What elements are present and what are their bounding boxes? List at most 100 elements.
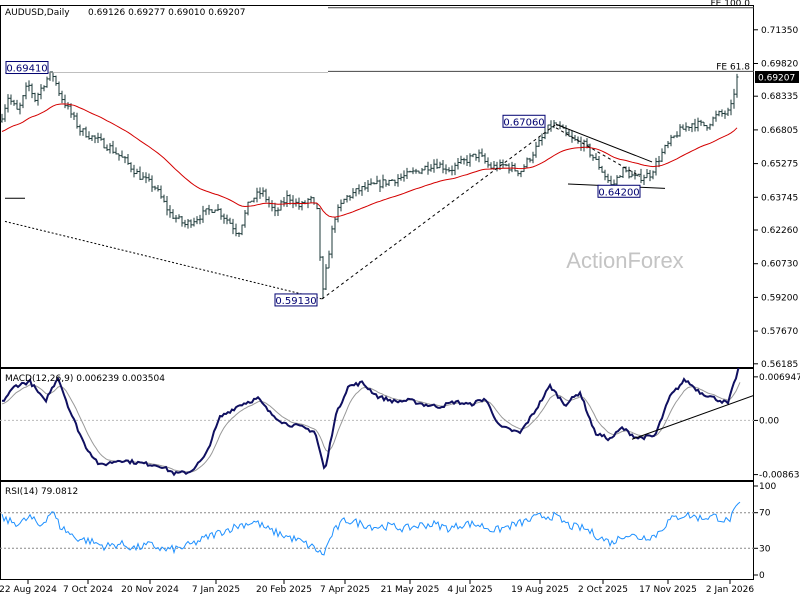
ohlc-bar — [144, 172, 148, 184]
ohlc-bar — [660, 148, 664, 163]
ohlc-bar — [705, 125, 709, 131]
price-annotation: 0.67060 — [502, 114, 546, 128]
ohlc-bar — [726, 107, 730, 116]
ohlc-bar — [195, 216, 199, 225]
ohlc-bar — [321, 256, 325, 299]
ohlc-bar — [684, 122, 688, 132]
ohlc-bar — [702, 121, 706, 127]
ohlc-bar — [423, 165, 427, 171]
ohlc-bar — [210, 209, 214, 213]
channel-upper-line — [555, 123, 653, 163]
ohlc-bar — [477, 149, 481, 163]
fib-level-label: FE 61.8 — [716, 62, 750, 72]
price-annotation: 0.59130 — [274, 293, 318, 307]
ohlc-bar — [636, 173, 640, 177]
ohlc-bar — [84, 126, 88, 138]
current-price-tag: 0.69207 — [755, 70, 799, 83]
date-tick-label: 20 Feb 2025 — [256, 585, 312, 595]
ohlc-bar — [309, 195, 313, 204]
ohlc-bar — [483, 153, 487, 164]
ohlc-bar — [348, 195, 352, 201]
price-tick-label: 0.60730 — [761, 260, 798, 270]
macd-plot-area — [0, 368, 754, 477]
rsi-header: RSI(14) 79.0812 — [5, 487, 78, 497]
ohlc-bar — [162, 194, 166, 203]
ohlc-bar — [231, 218, 235, 235]
ohlc-bar — [387, 179, 391, 186]
ohlc-bar — [480, 148, 484, 157]
ohlc-bar — [177, 214, 181, 220]
ohlc-bar — [723, 110, 727, 119]
ohlc-bar — [639, 168, 643, 184]
ohlc-bar — [504, 163, 508, 167]
rsi-y-axis: 100 70 30 0 — [754, 482, 776, 581]
ohlc-bar — [150, 175, 154, 192]
ohlc-bar — [300, 200, 304, 211]
ohlc-bar — [213, 209, 217, 213]
ohlc-bar — [669, 134, 673, 147]
ohlc-bar — [591, 154, 595, 161]
ohlc-bar — [357, 184, 361, 195]
ohlc-bar — [234, 223, 238, 237]
ohlc-bar — [228, 217, 232, 224]
ohlc-bar — [426, 161, 430, 175]
ohlc-bar — [708, 123, 712, 130]
ohlc-bar — [693, 118, 697, 132]
ohlc-bar — [282, 197, 286, 207]
ohlc-bar — [528, 157, 532, 163]
ohlc-bar — [675, 131, 679, 138]
ohlc-bar — [450, 165, 454, 176]
ohlc-bar — [378, 179, 382, 193]
ohlc-bar — [537, 136, 541, 147]
ohlc-bar — [147, 173, 151, 182]
ohlc-bar — [630, 170, 634, 178]
ohlc-bar — [735, 73, 739, 98]
ohlc-bar — [510, 161, 514, 173]
ohlc-bar — [546, 124, 550, 134]
ohlc-bar — [3, 104, 7, 122]
ohlc-bar — [603, 169, 607, 181]
ohlc-bar — [153, 185, 157, 191]
ohlc-bar — [474, 153, 478, 161]
ohlc-bar — [96, 132, 100, 143]
ohlc-bar — [246, 201, 250, 216]
ohlc-bar — [393, 179, 397, 187]
ohlc-bar — [516, 170, 520, 177]
ohlc-bar — [651, 170, 655, 180]
ohlc-bar — [531, 151, 535, 164]
ohlc-bar — [648, 170, 652, 182]
ohlc-bar — [240, 224, 244, 236]
ohlc-bar — [339, 199, 343, 212]
ohlc-bar — [192, 217, 196, 227]
ohlc-bar — [72, 111, 76, 120]
ohlc-bar — [363, 182, 367, 191]
ohlc-bar — [525, 157, 529, 169]
ohlc-bar — [399, 173, 403, 181]
ohlc-bar — [372, 182, 376, 185]
ohlc-bar — [54, 75, 58, 86]
ohlc-bar — [597, 156, 601, 170]
ohlc-bar — [366, 179, 370, 193]
ohlc-bar — [324, 264, 328, 290]
price-tick-label: 0.57670 — [761, 327, 798, 337]
ohlc-bar — [183, 219, 187, 228]
ohlc-bar — [81, 128, 85, 136]
ohlc-bar — [159, 185, 163, 199]
ohlc-bar — [444, 164, 448, 175]
ohlc-bar — [396, 174, 400, 187]
ohlc-bar — [690, 123, 694, 133]
ohlc-bar — [408, 170, 412, 173]
rsi-plot-area — [0, 501, 754, 556]
ohlc-bar — [168, 205, 172, 218]
ohlc-bar — [732, 88, 736, 109]
ohlc-bar — [114, 147, 118, 155]
ohlc-bar — [237, 232, 241, 238]
ohlc-bar — [663, 144, 667, 155]
ohlc-bar — [414, 168, 418, 174]
ohlc-bar — [600, 165, 604, 173]
ohlc-bar — [117, 153, 121, 161]
price-tick-label: 0.56185 — [761, 360, 798, 370]
ohlc-bar — [453, 162, 457, 176]
ohlc-bar — [345, 194, 349, 203]
ohlc-bar — [27, 80, 31, 92]
